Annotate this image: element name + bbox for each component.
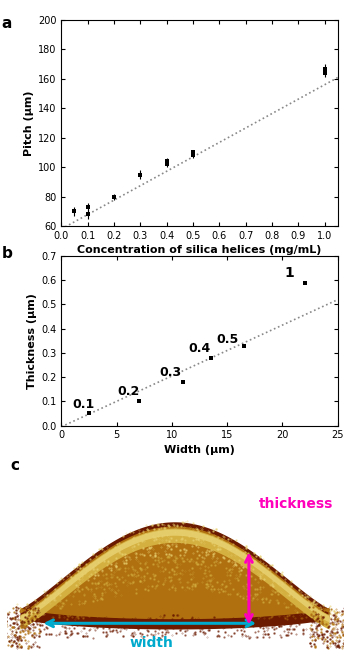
X-axis label: Width (μm): Width (μm) (164, 445, 235, 455)
Text: thickness: thickness (259, 497, 333, 511)
Text: 0.1: 0.1 (72, 398, 95, 410)
Polygon shape (20, 527, 330, 619)
Polygon shape (20, 529, 330, 630)
Text: 0.2: 0.2 (118, 386, 140, 398)
Text: 0.4: 0.4 (188, 342, 211, 355)
Text: width: width (130, 636, 173, 650)
Text: b: b (2, 246, 13, 261)
Text: 0.3: 0.3 (160, 366, 182, 379)
Polygon shape (20, 522, 330, 630)
Polygon shape (20, 529, 330, 622)
Text: 1: 1 (285, 266, 294, 280)
Text: c: c (10, 458, 19, 473)
Y-axis label: Thickness (μm): Thickness (μm) (27, 293, 37, 389)
Text: a: a (2, 16, 12, 31)
X-axis label: Concentration of silica helices (mg/mL): Concentration of silica helices (mg/mL) (77, 245, 322, 255)
Text: 0.5: 0.5 (216, 333, 238, 346)
Y-axis label: Pitch (μm): Pitch (μm) (24, 90, 34, 156)
